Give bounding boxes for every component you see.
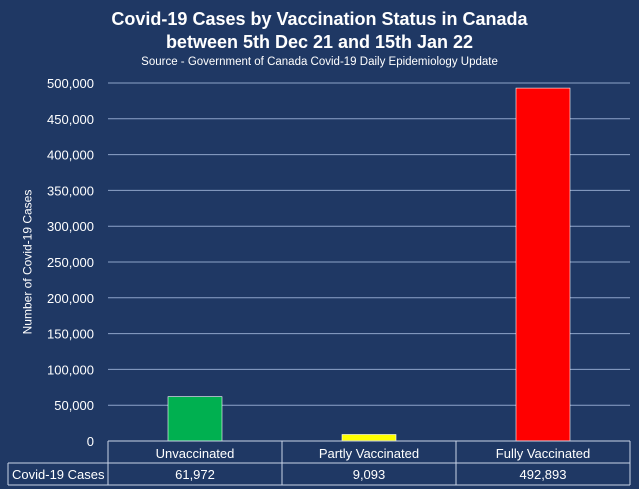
y-tick-label: 400,000 <box>47 148 94 163</box>
bar-unvaccinated <box>167 396 223 442</box>
bar-fully-vaccinated <box>515 87 571 442</box>
y-tick-label: 50,000 <box>54 398 94 413</box>
chart-subtitle: Source - Government of Canada Covid-19 D… <box>141 56 498 68</box>
y-tick-label: 300,000 <box>47 219 94 234</box>
table-value-cell: 61,972 <box>175 467 215 482</box>
table-row-label: Covid-19 Cases <box>12 467 105 482</box>
table-value-cell: 492,893 <box>520 467 567 482</box>
y-tick-label: 450,000 <box>47 112 94 127</box>
y-tick-label: 100,000 <box>47 362 94 377</box>
x-tick-label: Partly Vaccinated <box>319 446 419 461</box>
chart-title-line2: between 5th Dec 21 and 15th Jan 22 <box>165 32 474 52</box>
bar-partly-vaccinated <box>341 434 397 442</box>
y-tick-label: 0 <box>87 434 94 449</box>
x-tick-label: Unvaccinated <box>156 446 235 461</box>
y-tick-label: 150,000 <box>47 327 94 342</box>
x-tick-label: Fully Vaccinated <box>496 446 590 461</box>
chart-title: Covid-19 Cases by Vaccination Status in … <box>111 9 528 29</box>
y-tick-label: 350,000 <box>47 183 94 198</box>
y-tick-label: 500,000 <box>47 76 94 91</box>
table-value-cell: 9,093 <box>353 467 386 482</box>
y-tick-label: 200,000 <box>47 291 94 306</box>
y-tick-label: 250,000 <box>47 255 94 270</box>
